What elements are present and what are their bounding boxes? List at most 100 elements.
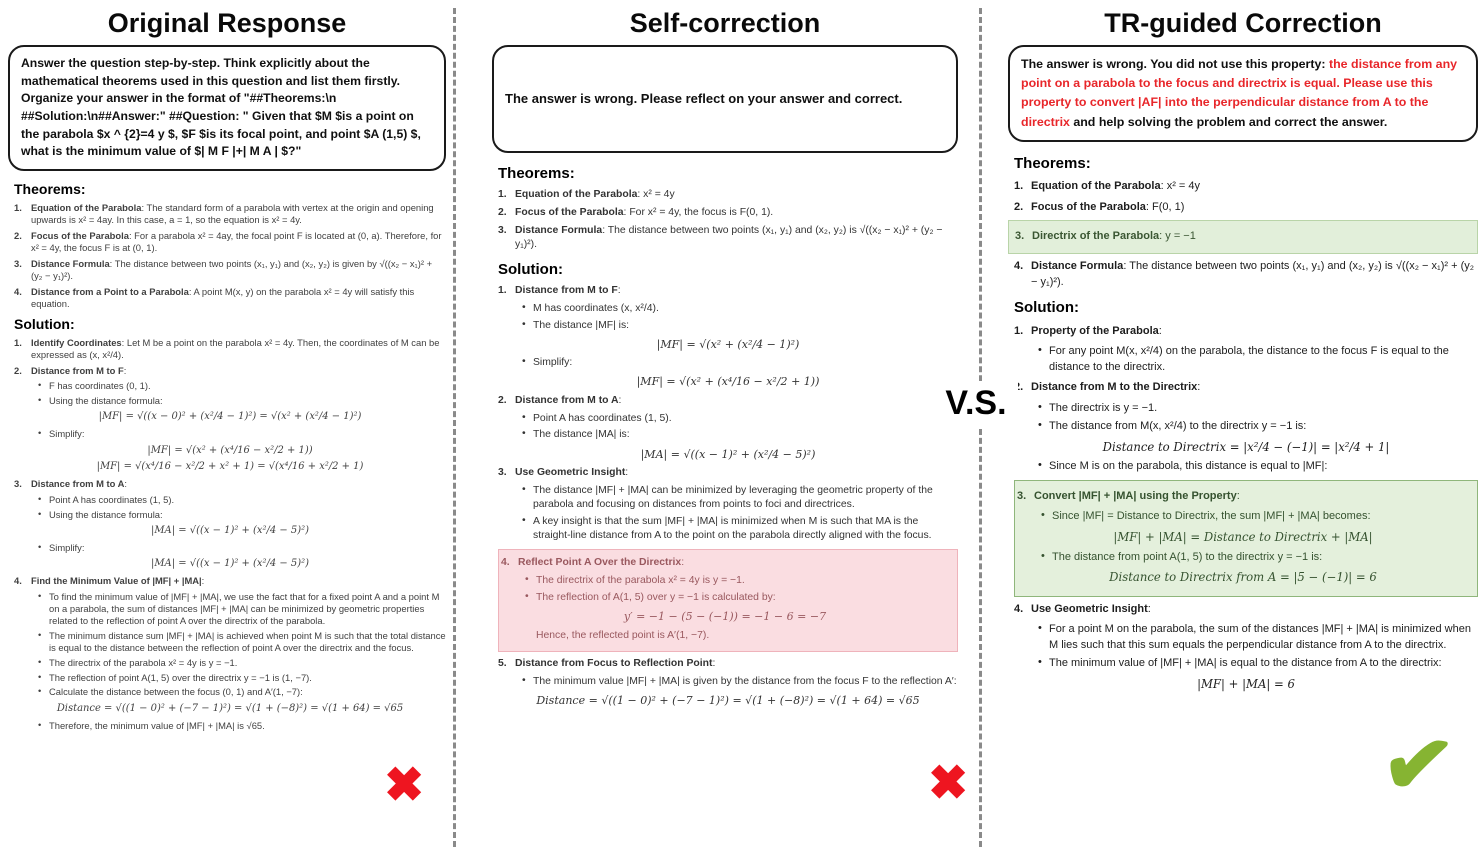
item-text: Property of the Parabola: bbox=[1031, 324, 1162, 340]
bullet-marker: • bbox=[522, 301, 526, 313]
item-text: Find the Minimum Value of |MF| + |MA|: bbox=[31, 575, 204, 587]
bullet-marker: • bbox=[38, 394, 42, 406]
item-text: Focus of the Parabola: For a parabola x²… bbox=[31, 230, 446, 254]
bullet-item: • For a point M on the parabola, the sum … bbox=[1038, 622, 1478, 653]
item-text: Distance from a Point to a Parabola: A p… bbox=[31, 286, 446, 310]
numbered-item: 4. Find the Minimum Value of |MF| + |MA|: bbox=[14, 575, 446, 587]
item-rest: : For x² = 4y, the focus is F(0, 1). bbox=[623, 207, 774, 219]
item-number: 5. bbox=[498, 657, 507, 669]
bullet-marker: • bbox=[522, 483, 526, 495]
bullet-text: The distance from point A(1, 5) to the d… bbox=[1052, 550, 1323, 563]
highlight-green-row-box: 3. Directrix of the Parabola: y = −1 bbox=[1008, 220, 1478, 254]
bullet-item: • Calculate the distance between the focu… bbox=[38, 685, 446, 698]
item-text: Use Geometric Insight: bbox=[515, 466, 628, 480]
numbered-item: 3. Convert |MF| + |MA| using the Property… bbox=[1017, 489, 1469, 505]
numbered-item: 3. Directrix of the Parabola: y = −1 bbox=[1015, 229, 1473, 245]
item-text: Reflect Point A Over the Directrix: bbox=[518, 556, 684, 570]
item-number: 1. bbox=[14, 336, 22, 348]
item-number: 1. bbox=[14, 201, 22, 213]
item-rest: : bbox=[1236, 489, 1240, 502]
bullet-text: Simplify: bbox=[49, 428, 85, 440]
item-number: 2. bbox=[498, 207, 507, 219]
bullet-item: • The minimum value of |MF| + |MA| is equ… bbox=[1038, 656, 1478, 672]
section-heading: Theorems: bbox=[14, 181, 86, 198]
item-text: Distance from M to the Directrix: bbox=[1031, 380, 1200, 396]
item-lead: Identify Coordinates bbox=[31, 336, 122, 348]
item-lead: Distance Formula bbox=[1031, 260, 1124, 272]
numbered-item: 4. Distance Formula: The distance between… bbox=[1014, 259, 1478, 290]
prompt-segment: Answer the question step-by-step. Think … bbox=[21, 56, 421, 159]
bullet-item: • Since M is on the parabola, this distan… bbox=[1038, 459, 1478, 475]
item-number: 3. bbox=[14, 257, 22, 269]
item-text: Focus of the Parabola: F(0, 1) bbox=[1031, 200, 1184, 216]
item-number: 4. bbox=[1014, 260, 1024, 272]
bullet-text: The distance |MF| + |MA| can be minimize… bbox=[533, 484, 933, 511]
bullet-item: • For any point M(x, x²/4) on the parabol… bbox=[1038, 344, 1478, 375]
item-text: Equation of the Parabola: The standard f… bbox=[31, 202, 446, 226]
item-text: Equation of the Parabola: x² = 4y bbox=[515, 188, 675, 202]
item-number: 2. bbox=[498, 394, 507, 406]
item-rest: : For a parabola x² = 4ay, the focal poi… bbox=[31, 229, 442, 253]
prompt-segment: the distance from any point on a parabol… bbox=[1021, 57, 1458, 129]
numbered-item: 2. Distance from M to A: bbox=[498, 394, 958, 408]
item-number: 3. bbox=[498, 224, 507, 236]
bullet-marker: • bbox=[1038, 622, 1042, 635]
bullet-item: • Since |MF| = Distance to Directrix, the… bbox=[1041, 509, 1469, 525]
item-rest: : F(0, 1) bbox=[1145, 200, 1185, 213]
item-rest: : A point M(x, y) on the parabola x² = 4… bbox=[31, 285, 415, 309]
bullet-text: The minimum value |MF| + |MA| is given b… bbox=[533, 675, 957, 687]
column-self-correction: Self-correction The answer is wrong. Ple… bbox=[490, 0, 960, 712]
item-lead: Directrix of the Parabola bbox=[1032, 230, 1160, 243]
bullet-item: • To find the minimum value of |MF| + |MA… bbox=[38, 589, 446, 628]
vs-label: V.S. bbox=[934, 381, 1018, 426]
item-rest: : The distance between two points (x₁, y… bbox=[31, 257, 433, 281]
item-lead: Distance from Focus to Reflection Point bbox=[515, 657, 713, 669]
item-lead: Equation of the Parabola bbox=[1031, 180, 1161, 193]
bullet-marker: • bbox=[38, 379, 42, 391]
formula-line: y′ = −1 − (5 − (−1)) = −1 − 6 = −7 bbox=[623, 610, 827, 624]
bullet-item: • A key insight is that the sum |MF| + |M… bbox=[522, 515, 958, 544]
formula-line: Distance = √((1 − 0)² + (−7 − 1)²) = √(1… bbox=[56, 702, 404, 714]
bullet-item: • Therefore, the minimum value of |MF| + … bbox=[38, 719, 446, 732]
item-text: Distance Formula: The distance between t… bbox=[31, 258, 446, 282]
response-content: Theorems: 1. Equation of the Parabola: x² … bbox=[1006, 142, 1480, 692]
bullet-marker: • bbox=[38, 541, 42, 553]
bullet-text: Since |MF| = Distance to Directrix, the … bbox=[1052, 510, 1371, 523]
prompt-segment: and help solving the problem and correct… bbox=[1073, 114, 1388, 129]
bullet-marker: • bbox=[38, 656, 42, 668]
bullet-text: For a point M on the parabola, the sum o… bbox=[1049, 623, 1471, 651]
item-text: Focus of the Parabola: For x² = 4y, the … bbox=[515, 206, 773, 220]
item-lead: Focus of the Parabola bbox=[31, 229, 129, 241]
item-rest: : bbox=[124, 478, 128, 490]
item-rest: : bbox=[1147, 602, 1151, 615]
item-lead: Convert |MF| + |MA| using the Property bbox=[1034, 489, 1237, 502]
section-heading: Theorems: bbox=[1014, 154, 1091, 172]
item-rest: : bbox=[681, 557, 685, 569]
item-text: Distance from M to F: bbox=[31, 365, 126, 377]
numbered-item: 1. Distance from M to F: bbox=[498, 284, 958, 298]
bullet-item: • The reflection of point A(1, 5) over th… bbox=[38, 671, 446, 684]
item-rest: : x² = 4y bbox=[1160, 180, 1201, 193]
formula-line: |MF| = √(x⁴/16 − x²/2 + x² + 1) = √(x⁴/1… bbox=[96, 461, 364, 473]
numbered-item: 5. Distance from Focus to Reflection Poin… bbox=[498, 657, 958, 671]
item-lead: Use Geometric Insight bbox=[1031, 602, 1148, 615]
item-rest: : y = −1 bbox=[1159, 230, 1196, 243]
bullet-item: • The minimum value |MF| + |MA| is given … bbox=[522, 675, 958, 689]
bullet-marker: • bbox=[38, 589, 42, 601]
prompt-box: The answer is wrong. Please reflect on y… bbox=[492, 45, 958, 153]
column-tr-guided-correction: TR-guided Correction The answer is wrong… bbox=[1006, 0, 1480, 696]
bullet-text: Calculate the distance between the focus… bbox=[49, 686, 303, 698]
bullet-marker: • bbox=[525, 591, 529, 602]
bullet-text: The minimum distance sum |MF| + |MA| is … bbox=[49, 630, 446, 654]
item-lead: Distance from a Point to a Parabola bbox=[31, 285, 189, 297]
item-text: Distance from M to F: bbox=[515, 284, 621, 298]
item-number: 4. bbox=[14, 285, 22, 297]
bullet-text: The distance |MA| is: bbox=[533, 429, 630, 441]
item-number: 4. bbox=[501, 557, 510, 569]
bullet-marker: • bbox=[1038, 656, 1042, 669]
bullet-marker: • bbox=[38, 507, 42, 519]
formula-line: |MF| + |MA| = Distance to Directrix + |M… bbox=[1113, 530, 1373, 545]
formula-line: |MF| = √((x − 0)² + (x²/4 − 1)²) = √(x² … bbox=[98, 411, 362, 423]
item-rest: : bbox=[618, 394, 622, 406]
numbered-item: 1. Equation of the Parabola: x² = 4y bbox=[1014, 179, 1478, 195]
